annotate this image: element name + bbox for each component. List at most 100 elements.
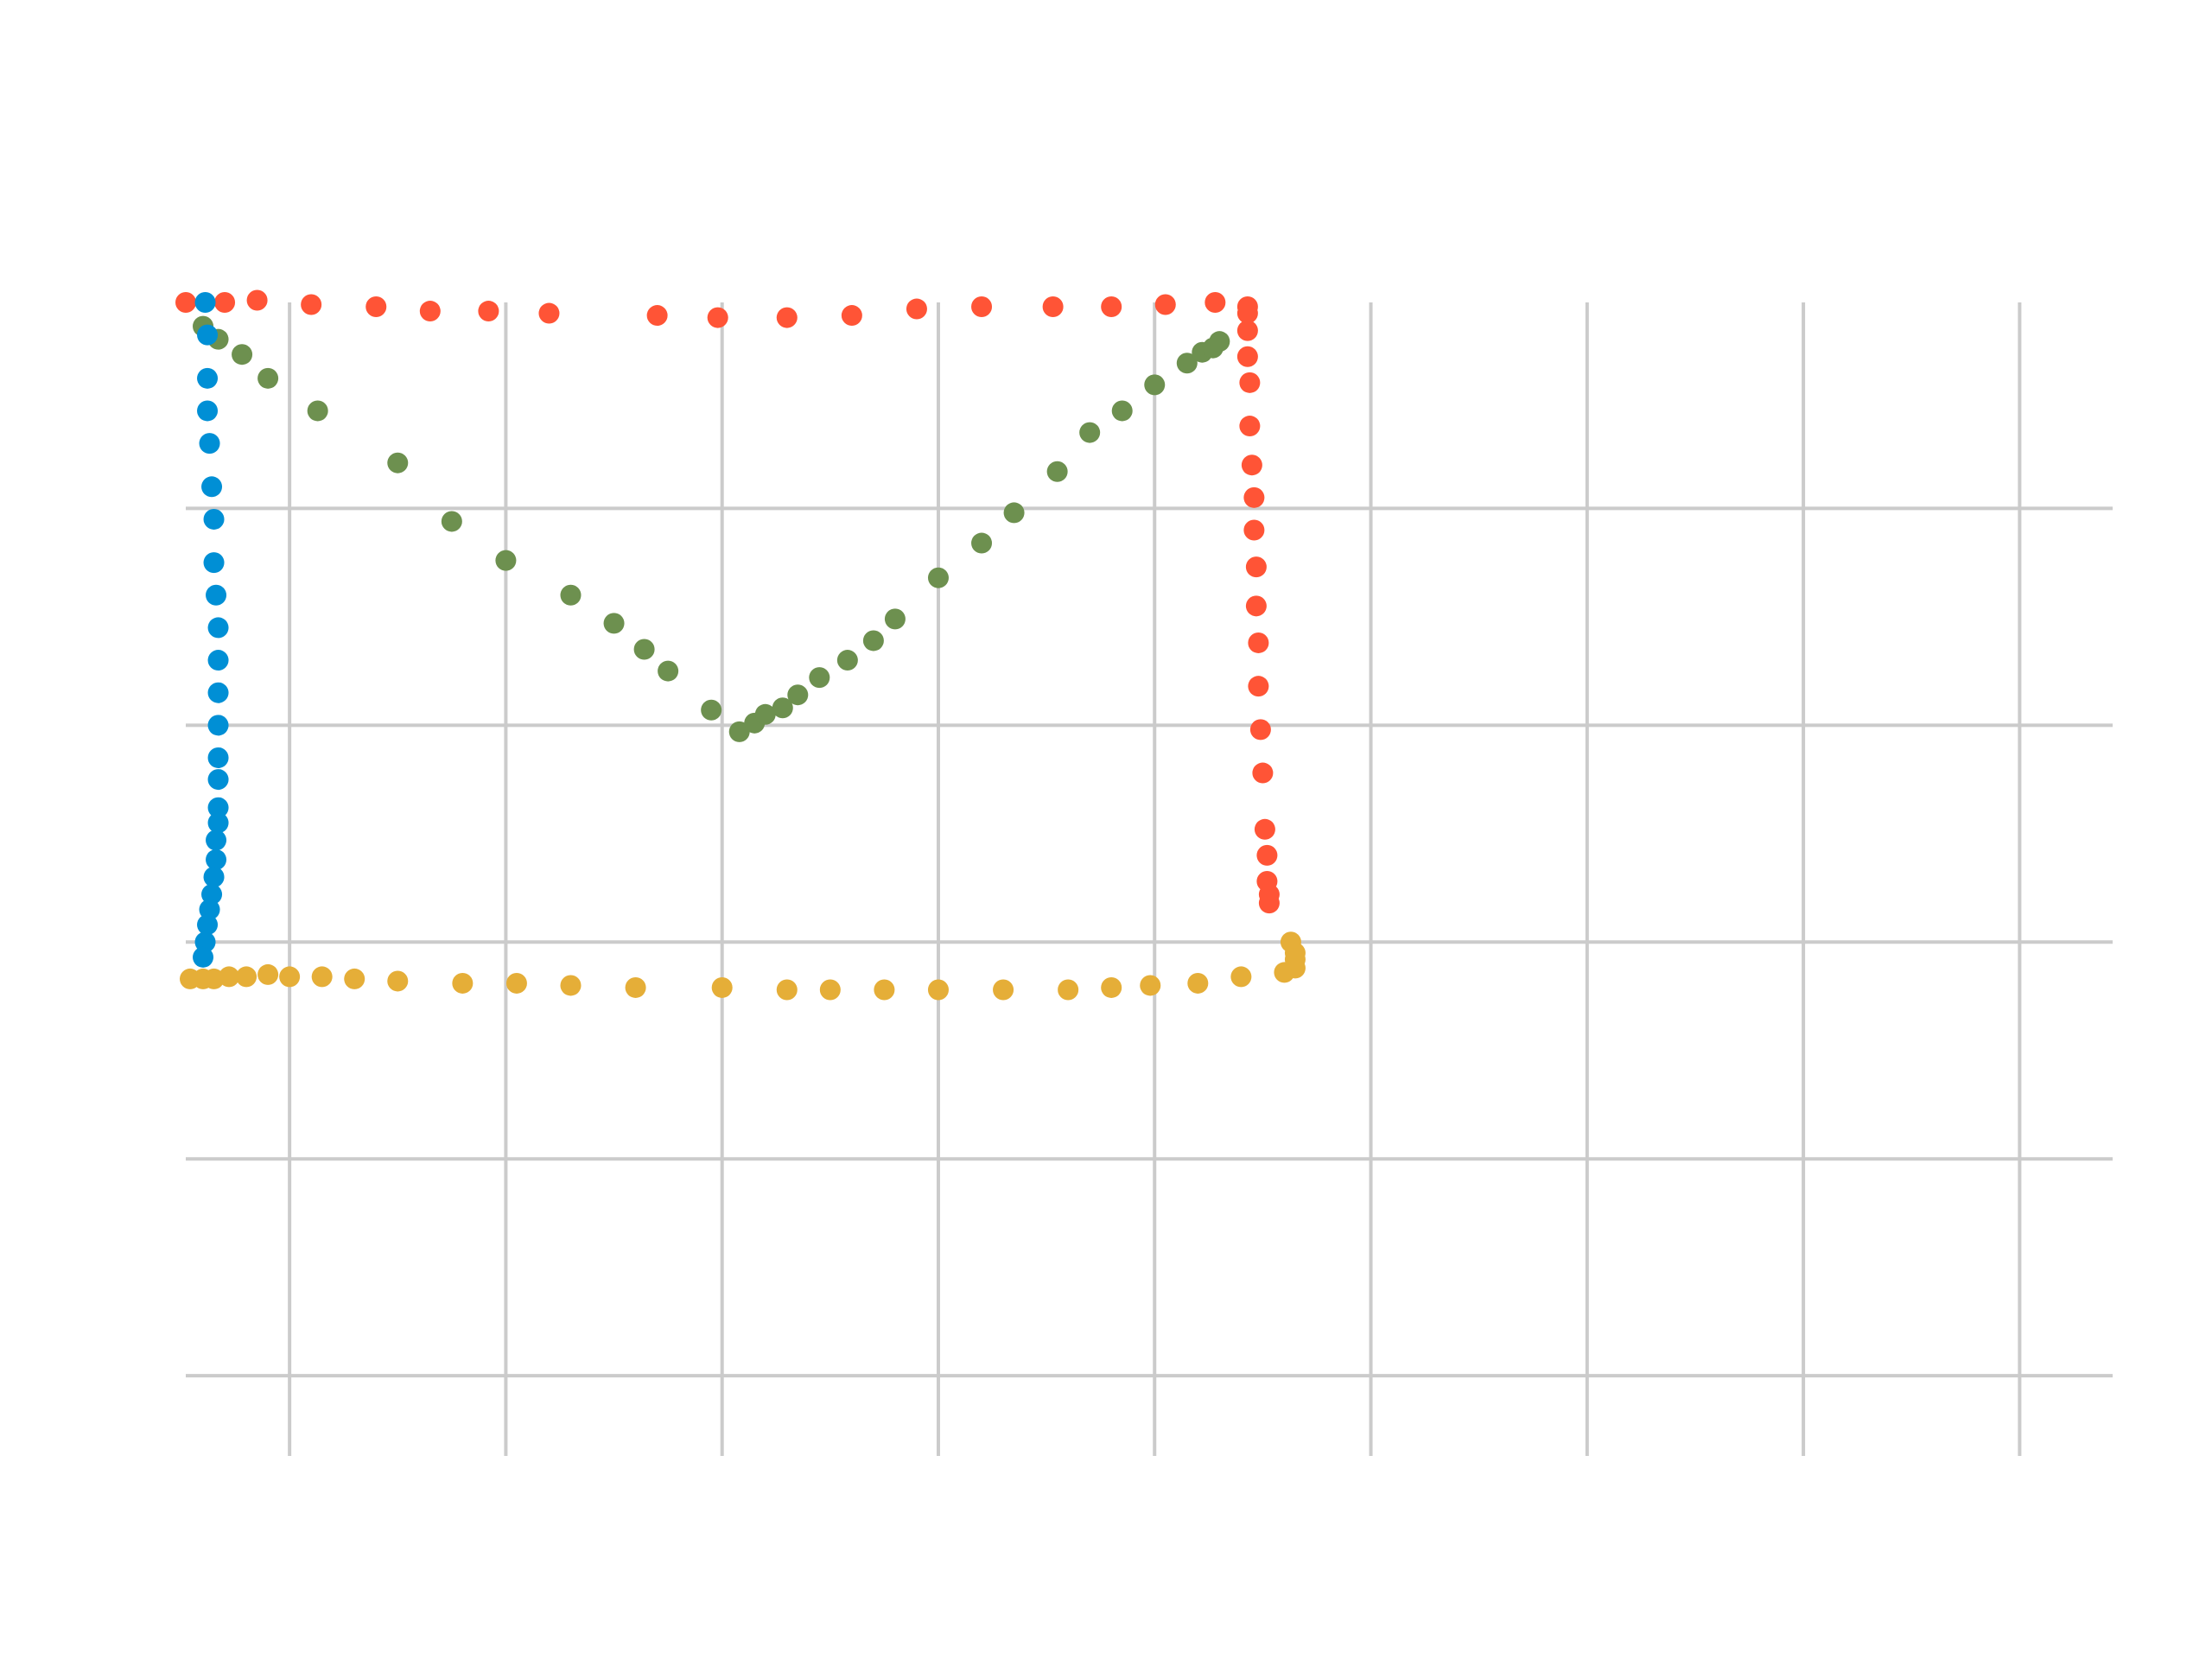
series-1-point-11 [505,972,527,994]
series-1-point-16 [819,979,841,1001]
series-0-point-32 [1252,762,1274,784]
series-0-point-12 [906,298,927,320]
series-0-point-10 [776,307,798,328]
series-0-point-11 [841,305,862,327]
series-1-point-6 [279,966,301,988]
series-0-point-3 [301,294,322,315]
series-0-point-4 [365,296,387,318]
series-2-point-10 [633,639,655,660]
series-0-point-20 [1236,320,1258,341]
series-1-point-4 [236,966,257,988]
series-0-point-15 [1101,296,1122,318]
series-0-point-29 [1248,632,1269,653]
series-3-point-12 [207,715,229,736]
series-1 [180,931,1306,1001]
series-1-point-21 [1101,976,1122,998]
series-3-point-3 [197,400,219,422]
series-3-point-9 [207,617,229,639]
series-0-point-19 [1236,302,1258,324]
series-1-point-8 [344,968,365,989]
series-3-point-7 [203,552,225,574]
series-3-point-0 [194,292,216,313]
series-3-point-21 [199,899,220,920]
series-2-point-27 [1111,400,1133,422]
series-0-point-28 [1245,595,1267,617]
series-2-point-4 [307,400,328,422]
series-0-point-34 [1256,844,1278,866]
series-1-point-5 [257,963,279,985]
series-2-point-26 [1079,422,1101,443]
series-0-point-37 [1258,893,1280,914]
series-2-point-11 [658,660,679,682]
series-0 [175,289,1280,914]
series-3-point-15 [207,797,229,818]
series-0-point-6 [478,301,499,322]
series-3-point-14 [207,769,229,791]
series-3-point-10 [207,650,229,671]
series-3-point-8 [206,584,227,606]
series-0-point-33 [1254,818,1275,840]
series-2-point-2 [232,344,253,365]
series-2-point-17 [787,684,809,706]
series-2-point-16 [772,697,793,719]
series-0-point-31 [1249,719,1271,741]
series-1-point-20 [1058,979,1079,1001]
series-2-point-12 [701,699,722,721]
series-1-point-9 [387,970,409,992]
series-2-point-32 [1209,331,1230,353]
series-3-point-18 [206,849,227,870]
series-1-point-10 [452,972,474,994]
series-2-point-22 [927,567,949,588]
series-2-point-8 [560,584,582,606]
series-2-point-15 [754,703,776,725]
series-0-point-16 [1154,294,1176,315]
series-0-point-2 [246,289,268,311]
series-1-point-3 [219,966,240,988]
series-0-point-25 [1243,486,1265,508]
series-0-point-5 [419,301,441,322]
series-2-point-24 [1003,502,1025,524]
series-3-point-23 [194,931,216,953]
series-3-point-1 [197,324,219,346]
series-1-point-29 [1280,931,1301,953]
series-3-point-11 [207,682,229,703]
series-3-point-24 [193,946,214,968]
series-1-point-14 [711,976,733,998]
series-1-point-15 [776,979,798,1001]
series-0-point-17 [1205,292,1226,313]
series-2-point-3 [257,367,279,389]
series-1-point-17 [874,979,895,1001]
series-2-point-23 [971,532,993,554]
series-2-point-5 [387,452,409,474]
series-2-point-9 [603,613,625,634]
series-3-point-20 [201,884,223,906]
series-1-point-2 [203,968,225,989]
series-0-point-1 [214,292,236,313]
series-0-point-30 [1248,676,1269,697]
series-3-point-4 [199,433,220,454]
series-1-point-7 [311,966,333,988]
series-2 [193,315,1230,742]
series-1-point-18 [927,979,949,1001]
series-1-point-24 [1230,966,1252,988]
series-2-point-20 [862,630,884,652]
series-0-point-26 [1243,519,1265,541]
series-0-point-0 [175,292,196,313]
series-3-point-22 [197,914,219,936]
series-3-point-13 [207,747,229,768]
series-3-point-17 [206,830,227,851]
series-3 [193,292,229,968]
series-0-point-24 [1241,454,1262,476]
series-2-point-25 [1046,461,1068,482]
series-1-point-13 [625,976,646,998]
series-0-point-21 [1236,346,1258,367]
series-1-point-19 [993,979,1014,1001]
series-3-point-6 [203,508,225,530]
series-3-point-5 [201,476,223,498]
series-1-point-23 [1187,972,1209,994]
series-0-point-23 [1239,416,1261,437]
series-0-point-22 [1239,372,1261,393]
series-2-point-28 [1144,374,1166,396]
